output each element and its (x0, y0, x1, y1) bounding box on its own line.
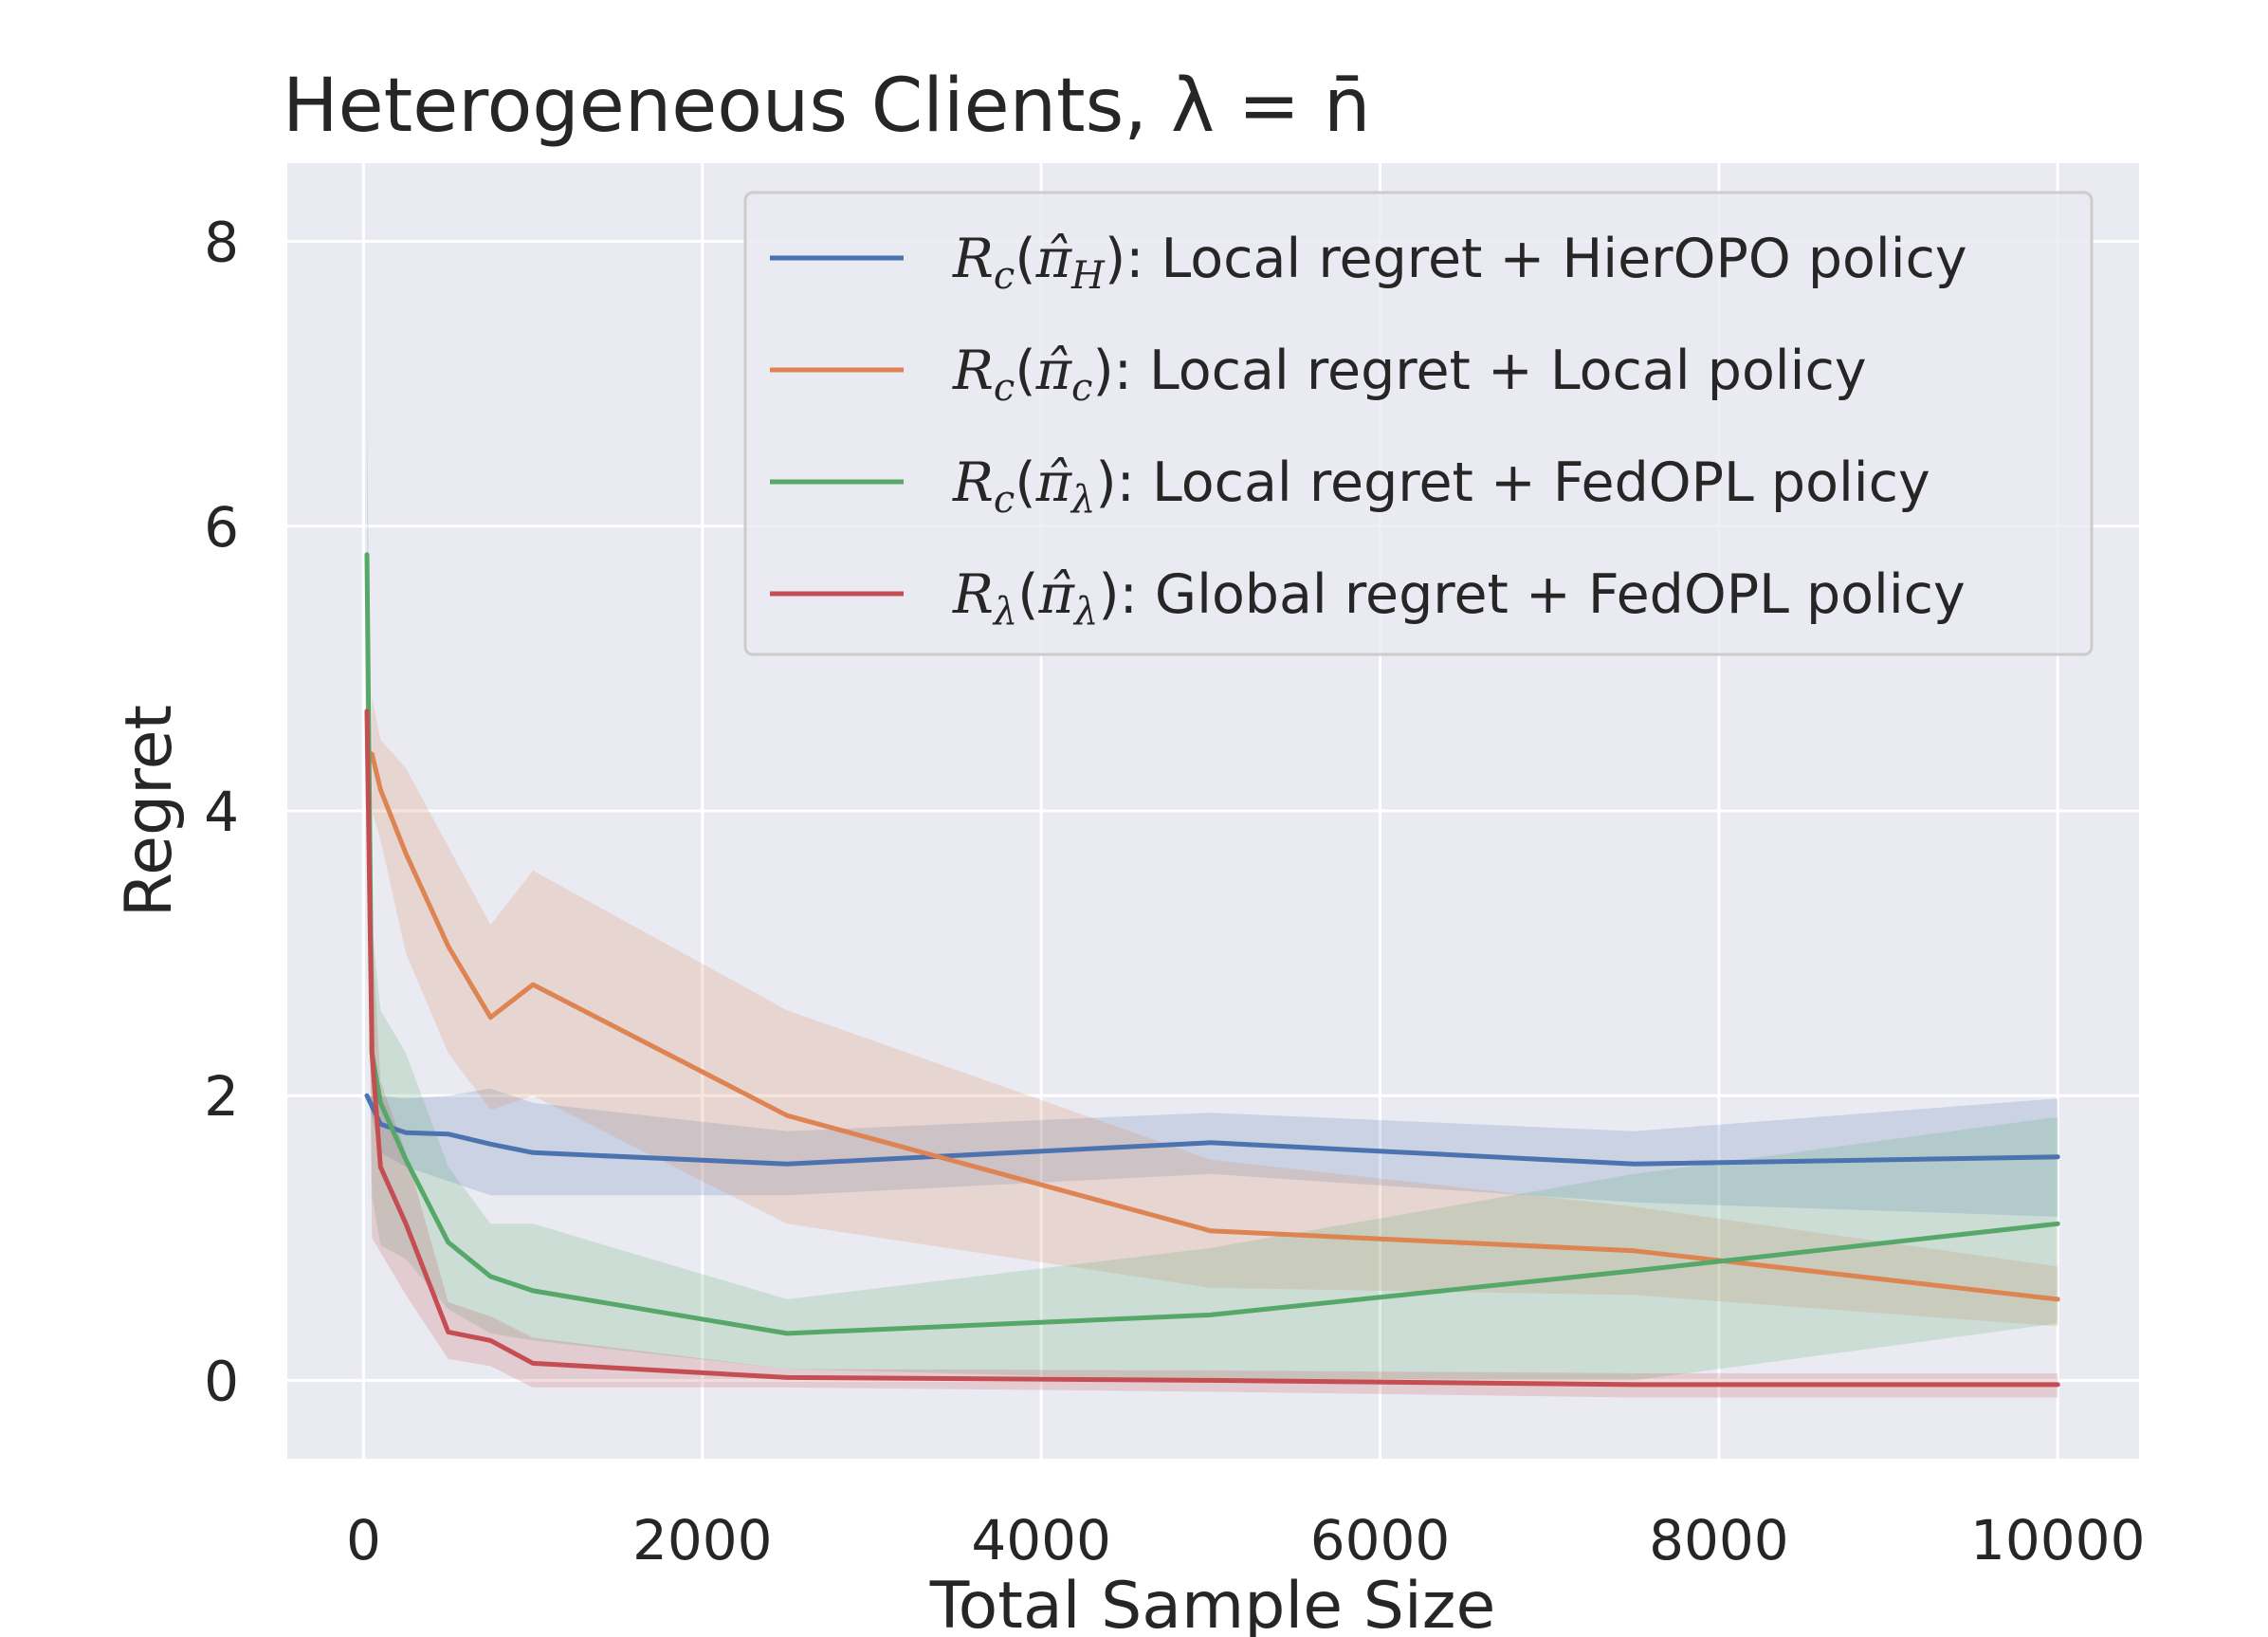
legend-text: : Local regret + HierOPO policy (1125, 228, 1966, 290)
legend-subscript: c (994, 254, 1015, 298)
y-tick-label: 8 (204, 211, 239, 275)
legend-entry: Rc(π̂λ): Local regret + FedOPL policy (770, 451, 1930, 522)
x-axis-label: Total Sample Size (929, 1569, 1496, 1637)
series-lines (364, 552, 2060, 1388)
legend-math-symbol: R (952, 340, 994, 402)
legend-subscript: λ (992, 590, 1017, 634)
legend-subscript: λ (1072, 590, 1098, 634)
legend-entry: Rc(π̂c): Local regret + Local policy (770, 340, 1867, 410)
band-local (372, 696, 2058, 1327)
legend-text: ) (1098, 563, 1119, 626)
legend-text: ( (1015, 228, 1035, 290)
legend-math-symbol: π̂ (1035, 340, 1073, 402)
legend-text: ) (1105, 228, 1125, 290)
x-tick-label: 6000 (1310, 1508, 1451, 1573)
legend-text: ( (1015, 451, 1035, 514)
legend-subscript: c (1071, 366, 1092, 410)
x-tick-label: 10000 (1970, 1508, 2146, 1573)
legend-subscript: c (994, 478, 1015, 522)
legend-subscript: c (994, 366, 1015, 410)
legend: Rc(π̂H): Local regret + HierOPO policy R… (743, 191, 2094, 656)
y-tick-labels: 0 2 4 6 8 (204, 211, 239, 1414)
x-tick-label: 8000 (1649, 1508, 1789, 1573)
legend-label: Rc(π̂c): Local regret + Local policy (952, 340, 1867, 410)
x-tick-labels: 0 2000 4000 6000 8000 10000 (346, 1508, 2146, 1573)
y-tick-label: 4 (204, 780, 239, 844)
legend-math-symbol: π̂ (1035, 228, 1073, 290)
band-hieropo (367, 1088, 2058, 1217)
legend-math-symbol: R (952, 228, 994, 290)
legend-math-symbol: R (952, 451, 994, 514)
legend-entry: Rc(π̂H): Local regret + HierOPO policy (770, 228, 1967, 298)
x-tick-label: 2000 (632, 1508, 773, 1573)
line-local (369, 751, 2060, 1302)
y-tick-label: 0 (204, 1349, 239, 1413)
legend-subscript: H (1070, 254, 1106, 298)
legend-text: ) (1095, 451, 1116, 514)
line-fedopl-local (364, 552, 2060, 1336)
y-tick-label: 6 (204, 495, 239, 560)
legend-text: ) (1092, 340, 1113, 402)
legend-frame (743, 191, 2094, 656)
legend-text: : Local regret + Local policy (1114, 340, 1867, 402)
line-fedopl-global (364, 708, 2060, 1388)
legend-math-symbol: π̂ (1035, 451, 1073, 514)
legend-text: ( (1017, 563, 1038, 626)
x-tick-label: 4000 (971, 1508, 1111, 1573)
y-axis-label: Regret (112, 705, 187, 917)
legend-subscript: λ (1070, 478, 1095, 522)
legend-entry: Rλ(π̂λ): Global regret + FedOPL policy (770, 563, 1966, 634)
legend-label: Rc(π̂H): Local regret + HierOPO policy (952, 228, 1967, 298)
legend-math-symbol: π̂ (1038, 563, 1076, 626)
legend-text: : Local regret + FedOPL policy (1117, 451, 1930, 514)
legend-label: Rc(π̂λ): Local regret + FedOPL policy (952, 451, 1930, 522)
legend-math-symbol: R (952, 563, 994, 626)
y-tick-label: 2 (204, 1064, 239, 1129)
legend-text: ( (1015, 340, 1035, 402)
x-tick-label: 0 (346, 1508, 381, 1573)
legend-text: : Global regret + FedOPL policy (1120, 563, 1966, 626)
legend-label: Rλ(π̂λ): Global regret + FedOPL policy (952, 563, 1966, 634)
chart-title: Heterogeneous Clients, λ = n̄ (283, 64, 1370, 149)
